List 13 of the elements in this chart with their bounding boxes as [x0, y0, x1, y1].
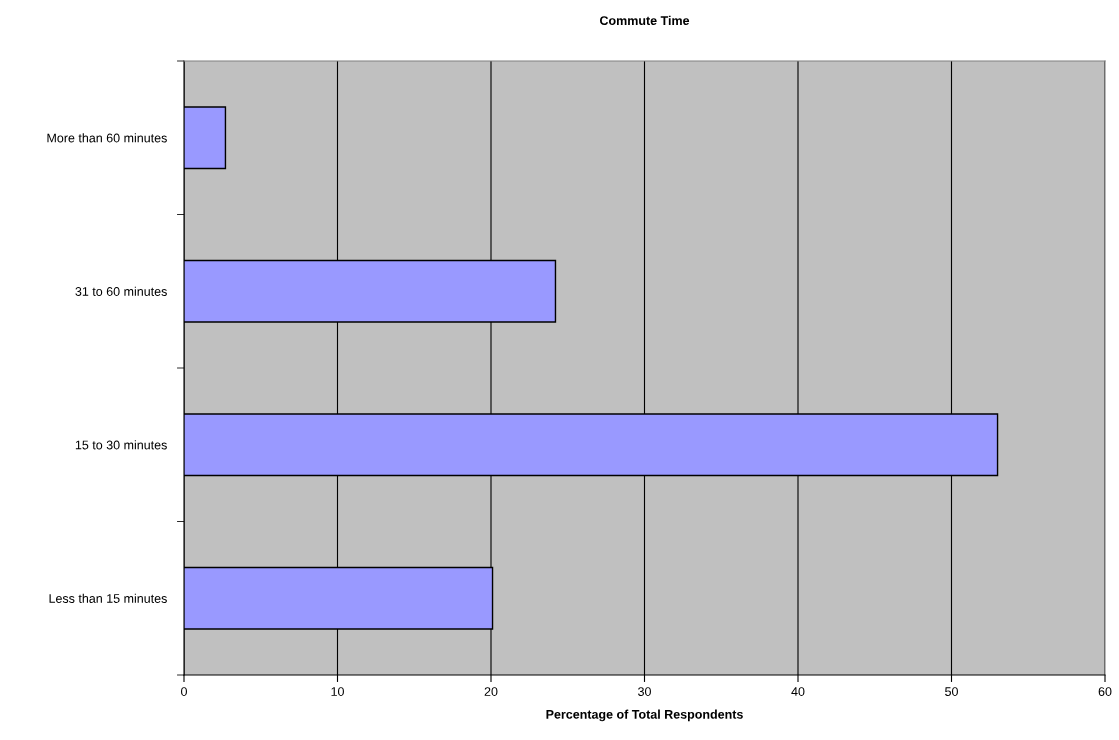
x-tick-label: 60 — [1098, 687, 1112, 696]
x-tick-label: 20 — [484, 687, 498, 696]
x-tick-label: 10 — [331, 687, 344, 696]
y-tick-label: 15 to 30 minutes — [75, 440, 167, 450]
x-tick-label: 40 — [791, 687, 805, 696]
y-tick-label: More than 60 minutes — [47, 133, 167, 143]
chart-title: Commute Time — [599, 15, 690, 26]
x-axis-title: Percentage of Total Respondents — [546, 709, 743, 722]
y-tick-label: Less than 15 minutes — [49, 593, 167, 603]
x-tick-label: 30 — [638, 687, 651, 696]
y-tick-label: 31 to 60 minutes — [75, 286, 167, 296]
x-tick-label: 50 — [945, 687, 958, 696]
x-tick-label: 0 — [181, 687, 187, 696]
